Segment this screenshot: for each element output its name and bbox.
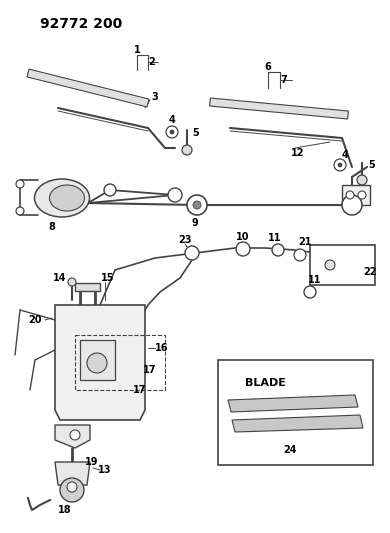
Text: 23: 23 <box>178 235 192 245</box>
Circle shape <box>87 353 107 373</box>
Text: 14: 14 <box>53 273 67 283</box>
Text: 16: 16 <box>155 343 169 353</box>
Text: 10: 10 <box>236 232 250 242</box>
Polygon shape <box>55 462 90 485</box>
Text: 8: 8 <box>49 222 55 232</box>
Text: 18: 18 <box>58 505 72 515</box>
Bar <box>75 283 100 291</box>
Polygon shape <box>232 415 363 432</box>
Text: 7: 7 <box>281 75 287 85</box>
Circle shape <box>182 145 192 155</box>
Circle shape <box>325 260 335 270</box>
Text: 17: 17 <box>143 365 157 375</box>
Circle shape <box>67 482 77 492</box>
Polygon shape <box>55 305 145 420</box>
Text: 11: 11 <box>268 233 282 243</box>
Bar <box>75 335 165 390</box>
Circle shape <box>334 159 346 171</box>
Circle shape <box>68 278 76 286</box>
Text: 11: 11 <box>308 275 322 285</box>
Circle shape <box>272 244 284 256</box>
Ellipse shape <box>34 179 89 217</box>
Text: 22: 22 <box>363 267 377 277</box>
Circle shape <box>60 478 84 502</box>
Polygon shape <box>228 395 358 412</box>
Circle shape <box>357 175 367 185</box>
Bar <box>310 245 375 285</box>
Text: 3: 3 <box>152 92 158 102</box>
Text: 1: 1 <box>134 45 140 55</box>
Circle shape <box>342 195 362 215</box>
Circle shape <box>338 163 342 167</box>
Text: 9: 9 <box>191 218 199 228</box>
Circle shape <box>358 191 366 199</box>
Bar <box>218 360 373 465</box>
Polygon shape <box>27 69 149 107</box>
Text: 6: 6 <box>265 62 271 72</box>
Text: 21: 21 <box>298 237 312 247</box>
Text: 20: 20 <box>28 315 42 325</box>
Text: 12: 12 <box>291 148 305 158</box>
Text: 17: 17 <box>133 385 147 395</box>
Text: 15: 15 <box>101 273 115 283</box>
Circle shape <box>236 242 250 256</box>
Circle shape <box>16 207 24 215</box>
Circle shape <box>104 184 116 196</box>
Polygon shape <box>55 425 90 448</box>
Bar <box>80 340 115 380</box>
Text: 2: 2 <box>149 57 155 67</box>
Text: 13: 13 <box>98 465 112 475</box>
Text: 92772 200: 92772 200 <box>40 17 122 31</box>
Circle shape <box>70 430 80 440</box>
Circle shape <box>346 191 354 199</box>
Circle shape <box>166 126 178 138</box>
Circle shape <box>193 201 201 209</box>
Text: 19: 19 <box>85 457 99 467</box>
Ellipse shape <box>50 185 85 211</box>
Text: 24: 24 <box>283 445 297 455</box>
Circle shape <box>16 180 24 188</box>
Circle shape <box>304 286 316 298</box>
Polygon shape <box>209 98 348 119</box>
Text: 4: 4 <box>168 115 176 125</box>
Circle shape <box>294 249 306 261</box>
Text: 5: 5 <box>369 160 375 170</box>
Circle shape <box>185 246 199 260</box>
Text: BLADE: BLADE <box>245 378 286 388</box>
Circle shape <box>187 195 207 215</box>
Text: 4: 4 <box>342 150 348 160</box>
Bar <box>342 185 370 205</box>
Circle shape <box>168 188 182 202</box>
Text: 5: 5 <box>193 128 199 138</box>
Circle shape <box>170 130 174 134</box>
